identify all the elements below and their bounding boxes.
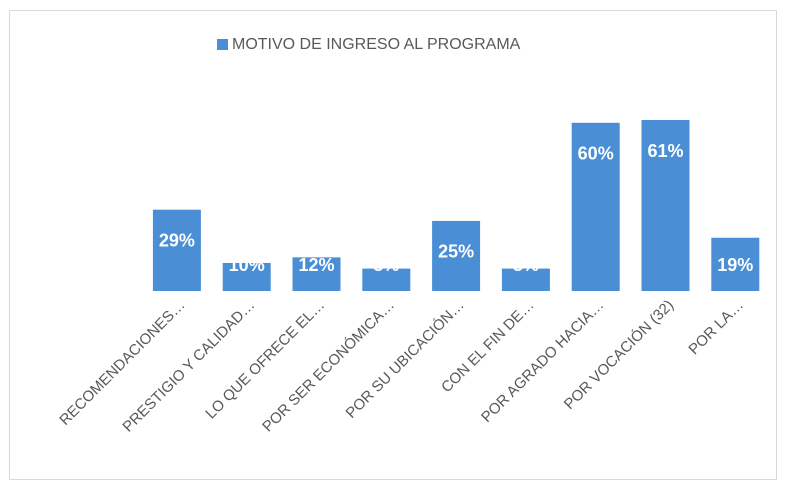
data-label: 25% xyxy=(438,242,474,262)
bar xyxy=(362,268,411,291)
data-label: 29% xyxy=(159,230,195,250)
data-label: 61% xyxy=(647,141,683,161)
bar xyxy=(501,268,550,291)
data-label: 12% xyxy=(298,255,334,275)
bar xyxy=(152,209,201,291)
bar xyxy=(432,220,481,291)
bar xyxy=(571,122,620,291)
legend-label: MOTIVO DE INGRESO AL PROGRAMA xyxy=(232,36,521,53)
bar xyxy=(641,120,690,291)
data-label: 60% xyxy=(578,144,614,164)
data-label: 10% xyxy=(229,255,265,275)
data-label: 8% xyxy=(373,255,399,275)
legend-swatch xyxy=(217,39,228,50)
bar xyxy=(711,237,760,291)
data-label: 19% xyxy=(717,255,753,275)
bar xyxy=(222,262,271,291)
data-label: 8% xyxy=(513,255,539,275)
bar xyxy=(292,257,341,291)
